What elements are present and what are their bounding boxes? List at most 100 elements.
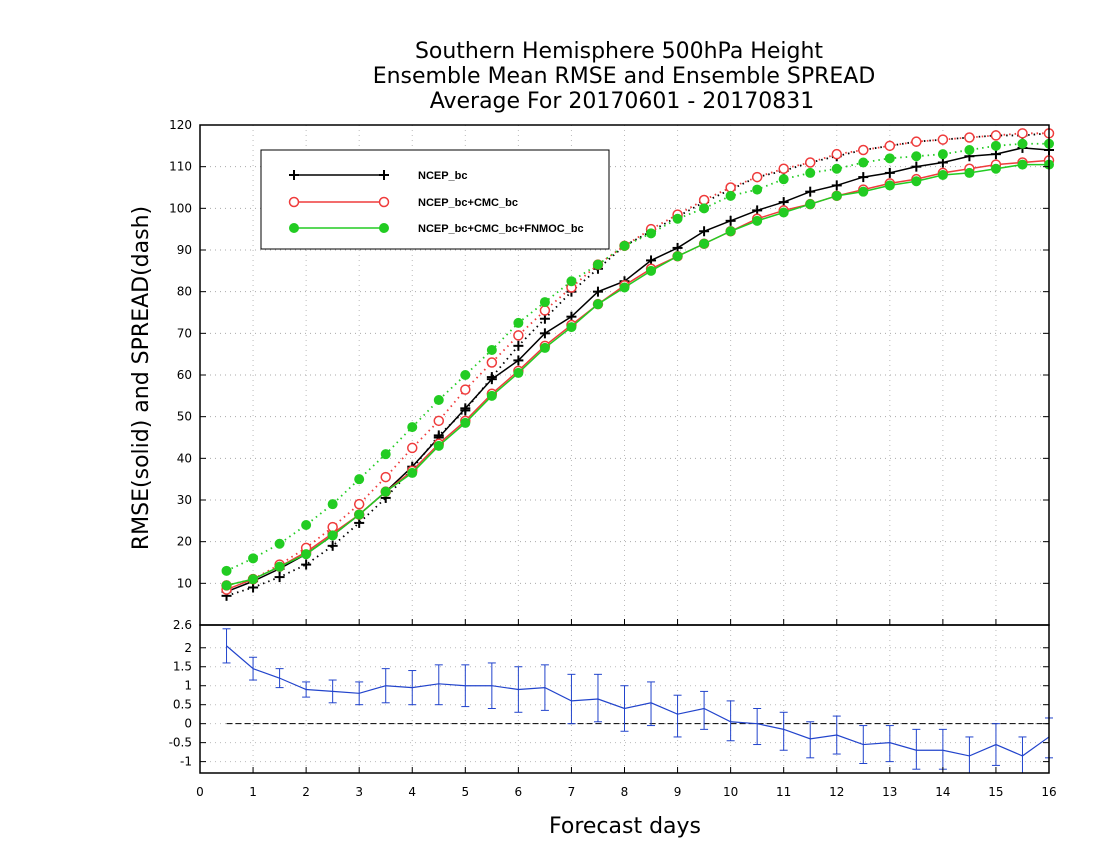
x-tick-label: 6 bbox=[515, 785, 523, 799]
error-bar bbox=[593, 673, 602, 723]
error-bar bbox=[806, 721, 815, 759]
spread-point bbox=[433, 395, 444, 405]
rmse-point bbox=[513, 367, 524, 378]
error-bar bbox=[753, 707, 762, 746]
spread-point bbox=[274, 538, 285, 549]
x-tick-label: 16 bbox=[1041, 785, 1056, 799]
spread-point bbox=[937, 134, 949, 145]
spread-point bbox=[380, 449, 391, 460]
upper-y-tick-label: 30 bbox=[177, 493, 192, 507]
error-bar bbox=[700, 690, 709, 730]
spread-point bbox=[274, 572, 285, 583]
rmse-point bbox=[407, 467, 418, 478]
rmse-point bbox=[460, 417, 471, 428]
rmse-point bbox=[1017, 159, 1028, 170]
upper-y-tick-label: 100 bbox=[169, 201, 192, 215]
spread-point bbox=[407, 442, 418, 454]
rmse-point bbox=[619, 282, 630, 293]
spread-point bbox=[858, 157, 869, 168]
spread-point bbox=[725, 190, 736, 201]
lower-y-tick-label: 2.6 bbox=[173, 618, 192, 632]
spread-point bbox=[433, 415, 445, 427]
rmse-point bbox=[990, 163, 1001, 174]
rmse-point bbox=[990, 149, 1001, 160]
rmse-point bbox=[937, 170, 948, 180]
spread-point bbox=[751, 171, 763, 183]
spread-point bbox=[672, 213, 683, 224]
x-tick-label: 1 bbox=[249, 785, 257, 799]
rmse-point bbox=[911, 176, 922, 187]
series-2 bbox=[221, 138, 1054, 591]
spread-point bbox=[460, 405, 471, 416]
rmse-point bbox=[592, 299, 603, 310]
spread-point bbox=[831, 163, 842, 174]
lower-y-axis: 2.6 2 1.5 1 0.5 0 -0.5 -1 bbox=[169, 618, 1049, 769]
lower-y-tick-label: 0 bbox=[184, 717, 192, 731]
upper-y-tick-label: 60 bbox=[177, 368, 192, 382]
lower-gridlines bbox=[200, 625, 1049, 773]
title-line-1: Southern Hemisphere 500hPa Height bbox=[415, 39, 823, 64]
rmse-point bbox=[327, 530, 338, 541]
spread-point bbox=[221, 565, 232, 576]
rmse-point bbox=[672, 251, 683, 262]
spread-point bbox=[884, 140, 896, 152]
upper-y-tick-label: 70 bbox=[177, 326, 192, 340]
error-bar bbox=[779, 711, 788, 751]
spread-point bbox=[486, 357, 498, 368]
spread-point bbox=[619, 240, 630, 251]
spread-point bbox=[804, 157, 816, 168]
spread-point bbox=[990, 130, 1002, 141]
spread-point bbox=[407, 422, 418, 433]
lower-y-tick-label: 2 bbox=[184, 641, 192, 655]
difference-line bbox=[226, 645, 1050, 757]
x-tick-label: 9 bbox=[674, 785, 682, 799]
x-tick-label: 8 bbox=[621, 785, 629, 799]
upper-series-layer bbox=[221, 128, 1055, 601]
spread-point bbox=[911, 151, 922, 162]
upper-y-tick-label: 80 bbox=[177, 285, 192, 299]
spread-point bbox=[486, 345, 497, 355]
lower-y-tick-label: -1 bbox=[180, 755, 192, 769]
spread-point bbox=[699, 203, 710, 214]
error-bar bbox=[647, 681, 656, 727]
spread-point bbox=[858, 144, 869, 156]
spread-point bbox=[486, 372, 497, 383]
spread-point bbox=[964, 145, 975, 155]
x-tick-label: 0 bbox=[196, 785, 204, 799]
rmse-point bbox=[858, 186, 869, 197]
rmse-point bbox=[725, 215, 736, 226]
rmse-point bbox=[539, 342, 550, 353]
upper-y-tick-label: 40 bbox=[177, 451, 192, 465]
title-line-2: Ensemble Mean RMSE and Ensemble SPREAD bbox=[373, 64, 876, 89]
rmse-point bbox=[699, 238, 710, 249]
spread-point bbox=[301, 520, 312, 530]
rmse-point bbox=[301, 549, 312, 560]
rmse-point bbox=[646, 265, 657, 276]
upper-y-tick-label: 10 bbox=[177, 576, 192, 590]
spread-point bbox=[248, 553, 259, 564]
error-bar bbox=[938, 728, 947, 770]
error-bar bbox=[434, 664, 443, 706]
rmse-point bbox=[858, 172, 869, 183]
spread-point bbox=[778, 163, 789, 174]
rmse-point bbox=[354, 509, 365, 520]
rmse-point bbox=[513, 355, 524, 366]
spread-point bbox=[831, 148, 842, 160]
spread-point bbox=[1017, 128, 1028, 139]
spread-point bbox=[513, 317, 524, 328]
spread-point bbox=[513, 340, 524, 351]
spread-point bbox=[460, 384, 471, 395]
error-bar bbox=[885, 725, 894, 763]
spread-point bbox=[380, 471, 391, 483]
lower-y-tick-label: 1.5 bbox=[173, 660, 192, 674]
legend-entry-1: NCEP_bc+CMC_bc bbox=[288, 196, 518, 209]
x-tick-label: 7 bbox=[568, 785, 576, 799]
spread-point bbox=[539, 297, 550, 308]
rmse-point bbox=[911, 161, 922, 172]
x-tick-label: 3 bbox=[355, 785, 363, 799]
legend-box bbox=[260, 149, 610, 250]
error-bar bbox=[912, 728, 921, 770]
rmse-point bbox=[725, 226, 736, 237]
rmse-point bbox=[248, 574, 259, 585]
title-line-3: Average For 20170601 - 20170831 bbox=[430, 89, 815, 114]
